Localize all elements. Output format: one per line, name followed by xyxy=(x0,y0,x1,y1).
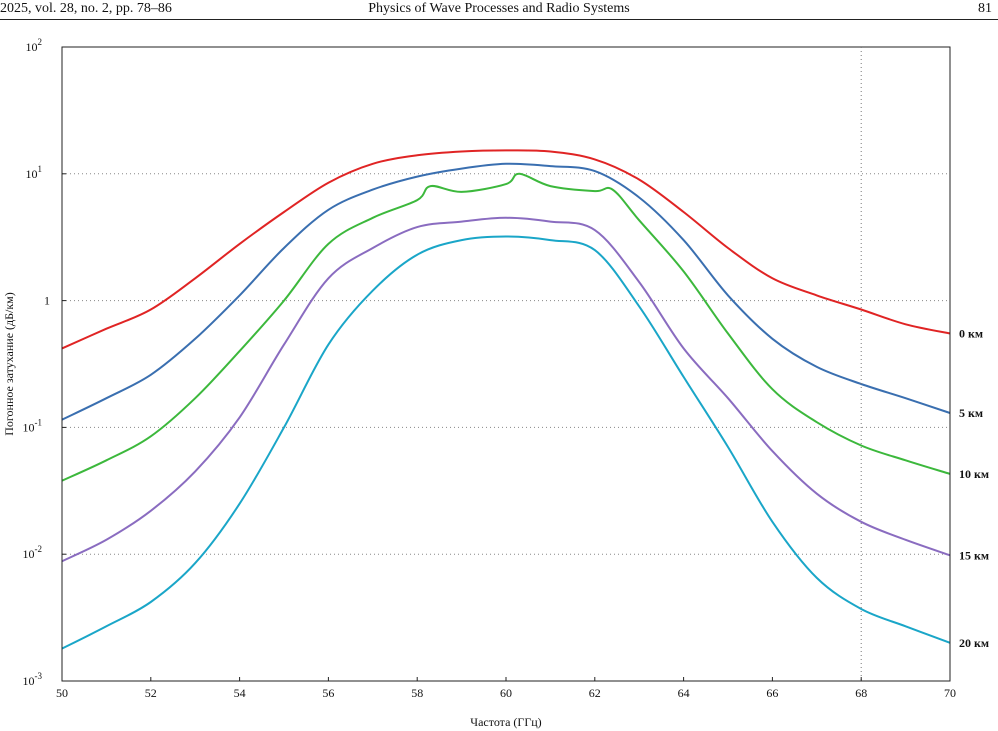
y-tick-label: 1 xyxy=(44,294,50,308)
series-label-2: 10 км xyxy=(959,467,989,481)
y-tick-label: 102 xyxy=(26,37,43,54)
page-number: 81 xyxy=(978,1,992,16)
x-axis-title: Частота (ГГц) xyxy=(470,715,541,729)
x-tick-label: 60 xyxy=(500,686,512,700)
series-label-0: 0 км xyxy=(959,327,983,341)
series-label-3: 15 км xyxy=(959,548,989,562)
series-line-0 xyxy=(61,149,951,350)
page-header: 2025, vol. 28, no. 2, pp. 78–86 Physics … xyxy=(0,0,998,19)
y-tick-label: 101 xyxy=(26,164,43,181)
x-tick-label: 70 xyxy=(944,686,956,700)
y-tick-label: 10-2 xyxy=(23,544,43,561)
y-axis-title: Погонное затухание (дБ/км) xyxy=(2,292,16,436)
series-labels: 0 км 5 км 10 км 15 км 20 км xyxy=(959,327,989,650)
x-tick-label: 52 xyxy=(145,686,157,700)
x-tick-label: 50 xyxy=(56,686,68,700)
y-tick-label: 10-1 xyxy=(23,417,43,434)
y-tick-label: 10-3 xyxy=(23,671,43,688)
x-tick-label: 64 xyxy=(678,686,690,700)
header-rule xyxy=(0,19,998,20)
x-tick-label: 56 xyxy=(322,686,334,700)
dotted-gridlines xyxy=(62,46,950,682)
curves xyxy=(61,149,951,650)
journal-title: Physics of Wave Processes and Radio Syst… xyxy=(368,1,630,16)
series-label-4: 20 км xyxy=(959,636,989,650)
series-line-1 xyxy=(61,162,951,421)
plot-frame xyxy=(61,46,951,682)
series-line-2 xyxy=(61,172,951,482)
x-tick-label: 54 xyxy=(234,686,246,700)
x-tick-label: 68 xyxy=(855,686,867,700)
x-tick-label: 58 xyxy=(411,686,423,700)
y-axis-ticks: 102 101 1 10-1 10-2 10-3 xyxy=(23,37,66,688)
x-tick-label: 66 xyxy=(766,686,778,700)
series-label-1: 5 км xyxy=(959,406,983,420)
x-axis-ticks: 50 52 54 56 58 60 62 64 66 68 70 xyxy=(56,677,956,700)
journal-citation: 2025, vol. 28, no. 2, pp. 78–86 xyxy=(0,1,172,16)
x-tick-label: 62 xyxy=(589,686,601,700)
series-line-4 xyxy=(61,235,951,650)
series-line-3 xyxy=(61,216,951,563)
